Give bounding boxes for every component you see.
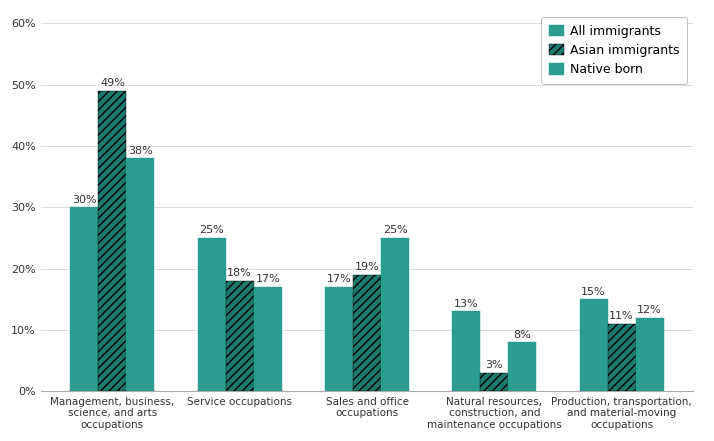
Text: 15%: 15% [581, 287, 606, 297]
Bar [508, 342, 536, 391]
Text: 3%: 3% [486, 360, 503, 370]
Text: 12%: 12% [638, 305, 662, 315]
Bar [452, 311, 481, 391]
Bar [126, 158, 154, 391]
Text: 25%: 25% [383, 225, 408, 235]
Bar [99, 91, 126, 391]
Text: 25%: 25% [199, 225, 224, 235]
Bar [381, 238, 409, 391]
Bar [198, 238, 226, 391]
Bar [71, 207, 99, 391]
Text: 19%: 19% [355, 262, 379, 272]
Bar [608, 324, 635, 391]
Bar [481, 373, 508, 391]
Text: 18%: 18% [227, 269, 252, 278]
Text: 38%: 38% [128, 146, 153, 156]
Bar [253, 287, 282, 391]
Text: 11%: 11% [609, 311, 634, 321]
Bar [635, 318, 663, 391]
Text: 30%: 30% [72, 195, 96, 205]
Text: 17%: 17% [326, 274, 351, 284]
Bar [325, 287, 353, 391]
Bar [226, 281, 253, 391]
Text: 49%: 49% [100, 78, 125, 88]
Bar [353, 275, 381, 391]
Text: 13%: 13% [454, 299, 478, 309]
Text: 17%: 17% [256, 274, 280, 284]
Text: 8%: 8% [513, 329, 531, 340]
Legend: All immigrants, Asian immigrants, Native born: All immigrants, Asian immigrants, Native… [541, 17, 687, 84]
Bar [580, 299, 608, 391]
